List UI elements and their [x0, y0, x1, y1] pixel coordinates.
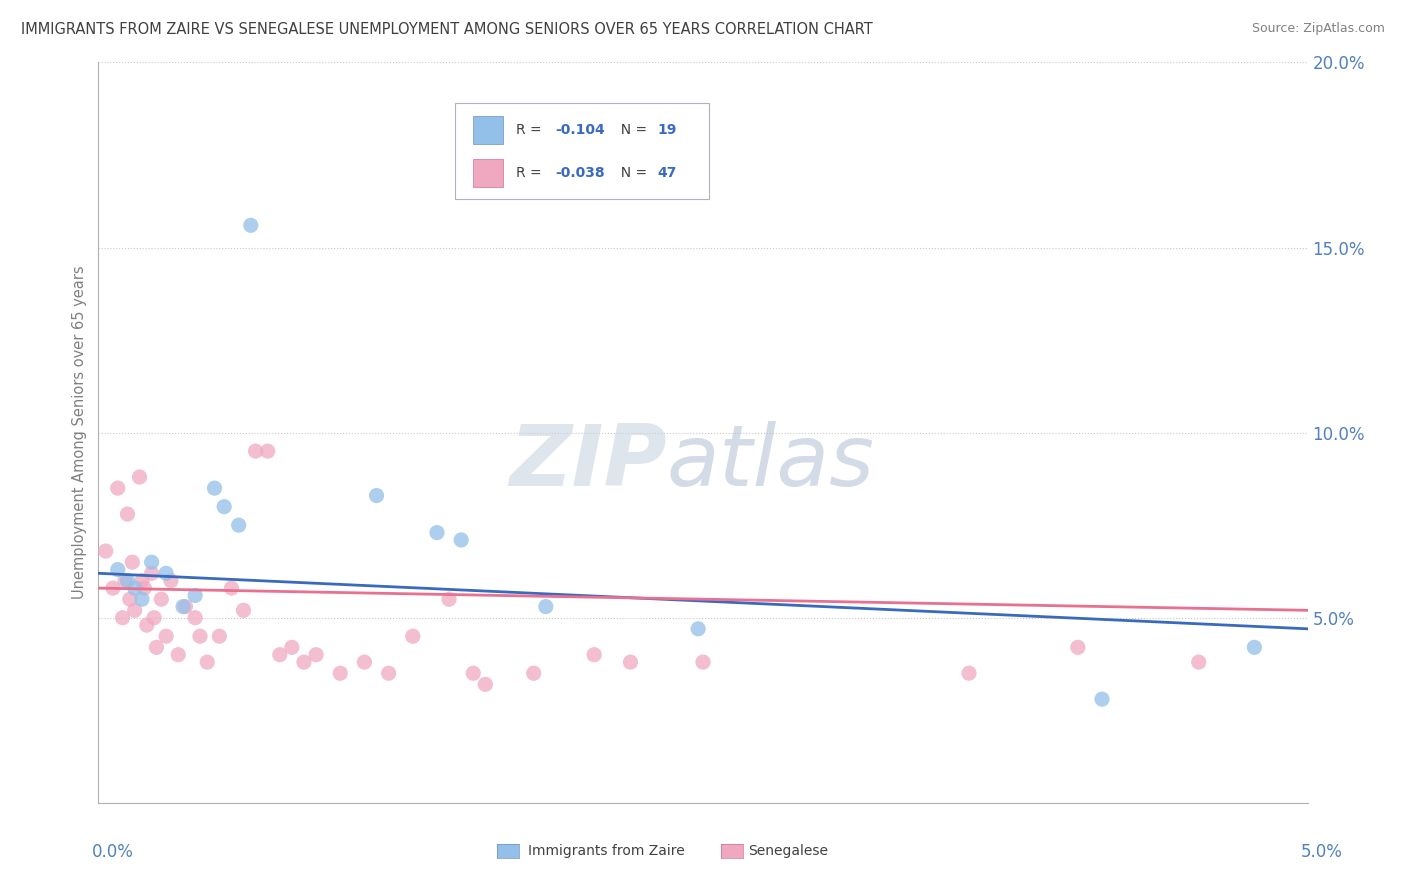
Point: [124, 603, 146, 617]
Text: R =: R =: [516, 123, 546, 137]
Text: Source: ZipAtlas.com: Source: ZipAtlas.com: [1251, 22, 1385, 36]
Point: [195, 655, 218, 669]
Point: [353, 655, 375, 669]
Point: [1067, 640, 1090, 655]
FancyBboxPatch shape: [474, 116, 503, 145]
Point: [232, 603, 254, 617]
Text: N =: N =: [613, 166, 652, 180]
Point: [269, 648, 291, 662]
Point: [184, 610, 207, 624]
Text: Immigrants from Zaire: Immigrants from Zaire: [527, 844, 685, 858]
Point: [619, 655, 641, 669]
Point: [124, 581, 146, 595]
Point: [208, 629, 231, 643]
Point: [463, 666, 485, 681]
Point: [1091, 692, 1114, 706]
Point: [131, 592, 153, 607]
Point: [117, 574, 139, 588]
Point: [583, 648, 606, 662]
Point: [692, 655, 714, 669]
Point: [957, 666, 980, 681]
Text: ZIP: ZIP: [509, 421, 666, 504]
Text: 47: 47: [657, 166, 676, 180]
Point: [366, 489, 388, 503]
Text: -0.104: -0.104: [555, 123, 605, 137]
Point: [329, 666, 352, 681]
Point: [245, 444, 267, 458]
Point: [117, 507, 139, 521]
Text: Senegalese: Senegalese: [748, 844, 828, 858]
Point: [256, 444, 278, 458]
Text: -0.038: -0.038: [555, 166, 605, 180]
Point: [281, 640, 304, 655]
Text: N =: N =: [613, 123, 652, 137]
Point: [141, 566, 163, 581]
FancyBboxPatch shape: [474, 159, 503, 186]
Point: [174, 599, 197, 614]
Point: [107, 563, 129, 577]
Y-axis label: Unemployment Among Seniors over 65 years: Unemployment Among Seniors over 65 years: [72, 266, 87, 599]
Point: [111, 610, 134, 624]
Text: 19: 19: [657, 123, 676, 137]
Text: IMMIGRANTS FROM ZAIRE VS SENEGALESE UNEMPLOYMENT AMONG SENIORS OVER 65 YEARS COR: IMMIGRANTS FROM ZAIRE VS SENEGALESE UNEM…: [21, 22, 873, 37]
Point: [172, 599, 194, 614]
Point: [688, 622, 710, 636]
Point: [131, 574, 153, 588]
Point: [167, 648, 190, 662]
Point: [212, 500, 235, 514]
Point: [143, 610, 166, 624]
Point: [402, 629, 425, 643]
Point: [534, 599, 557, 614]
Point: [221, 581, 243, 595]
Point: [155, 629, 177, 643]
Point: [114, 574, 136, 588]
Point: [474, 677, 496, 691]
FancyBboxPatch shape: [456, 103, 709, 200]
Text: 5.0%: 5.0%: [1301, 843, 1343, 861]
Point: [160, 574, 183, 588]
Point: [377, 666, 399, 681]
Point: [1243, 640, 1265, 655]
Point: [134, 581, 156, 595]
Point: [155, 566, 177, 581]
Point: [426, 525, 449, 540]
Point: [118, 592, 141, 607]
Point: [228, 518, 250, 533]
Point: [305, 648, 328, 662]
Point: [239, 219, 262, 233]
Point: [145, 640, 167, 655]
Point: [437, 592, 460, 607]
Point: [292, 655, 315, 669]
Point: [135, 618, 157, 632]
Point: [107, 481, 129, 495]
Point: [1188, 655, 1211, 669]
Point: [141, 555, 163, 569]
Text: atlas: atlas: [666, 421, 875, 504]
Point: [450, 533, 472, 547]
Point: [204, 481, 226, 495]
Point: [188, 629, 211, 643]
Point: [101, 581, 124, 595]
Text: 0.0%: 0.0%: [91, 843, 134, 861]
Point: [128, 470, 150, 484]
Point: [150, 592, 173, 607]
Point: [523, 666, 546, 681]
Point: [94, 544, 117, 558]
Point: [121, 555, 143, 569]
Point: [184, 589, 207, 603]
Text: R =: R =: [516, 166, 546, 180]
